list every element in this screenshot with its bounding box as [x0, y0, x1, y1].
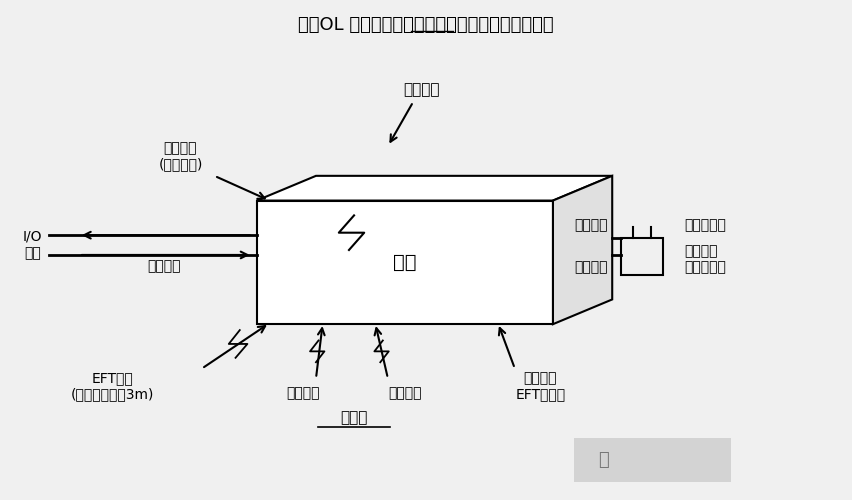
- Text: 产品: 产品: [393, 253, 417, 272]
- Polygon shape: [574, 438, 731, 482]
- Text: 射频传导: 射频传导: [574, 218, 607, 232]
- Text: 奇遇OL 电脑版下载推荐：好用的电脑版模拟器下载: 奇遇OL 电脑版下载推荐：好用的电脑版模拟器下载: [298, 16, 554, 34]
- Text: 射频传导: 射频传导: [147, 259, 181, 273]
- Text: 静电放电: 静电放电: [389, 386, 422, 400]
- Text: 射频传导
(通信端口): 射频传导 (通信端口): [158, 141, 203, 171]
- Text: 敏感度: 敏感度: [340, 410, 368, 426]
- Text: 高压瞬态
EFT和浪涌: 高压瞬态 EFT和浪涌: [515, 371, 566, 401]
- Text: 知: 知: [598, 451, 609, 469]
- Text: 射频辐射: 射频辐射: [404, 82, 440, 96]
- Polygon shape: [256, 176, 613, 201]
- Polygon shape: [256, 200, 553, 324]
- Text: 交流电压
跌落和中断: 交流电压 跌落和中断: [684, 244, 726, 274]
- Text: I/O
端口: I/O 端口: [23, 230, 42, 260]
- Polygon shape: [553, 176, 613, 324]
- Text: 射频辐射: 射频辐射: [286, 386, 320, 400]
- Text: EFT瞬态
(如果电缆超过3m): EFT瞬态 (如果电缆超过3m): [71, 371, 154, 401]
- Text: 射频传导: 射频传导: [574, 260, 607, 274]
- Text: 谐波和闪烁: 谐波和闪烁: [684, 218, 726, 232]
